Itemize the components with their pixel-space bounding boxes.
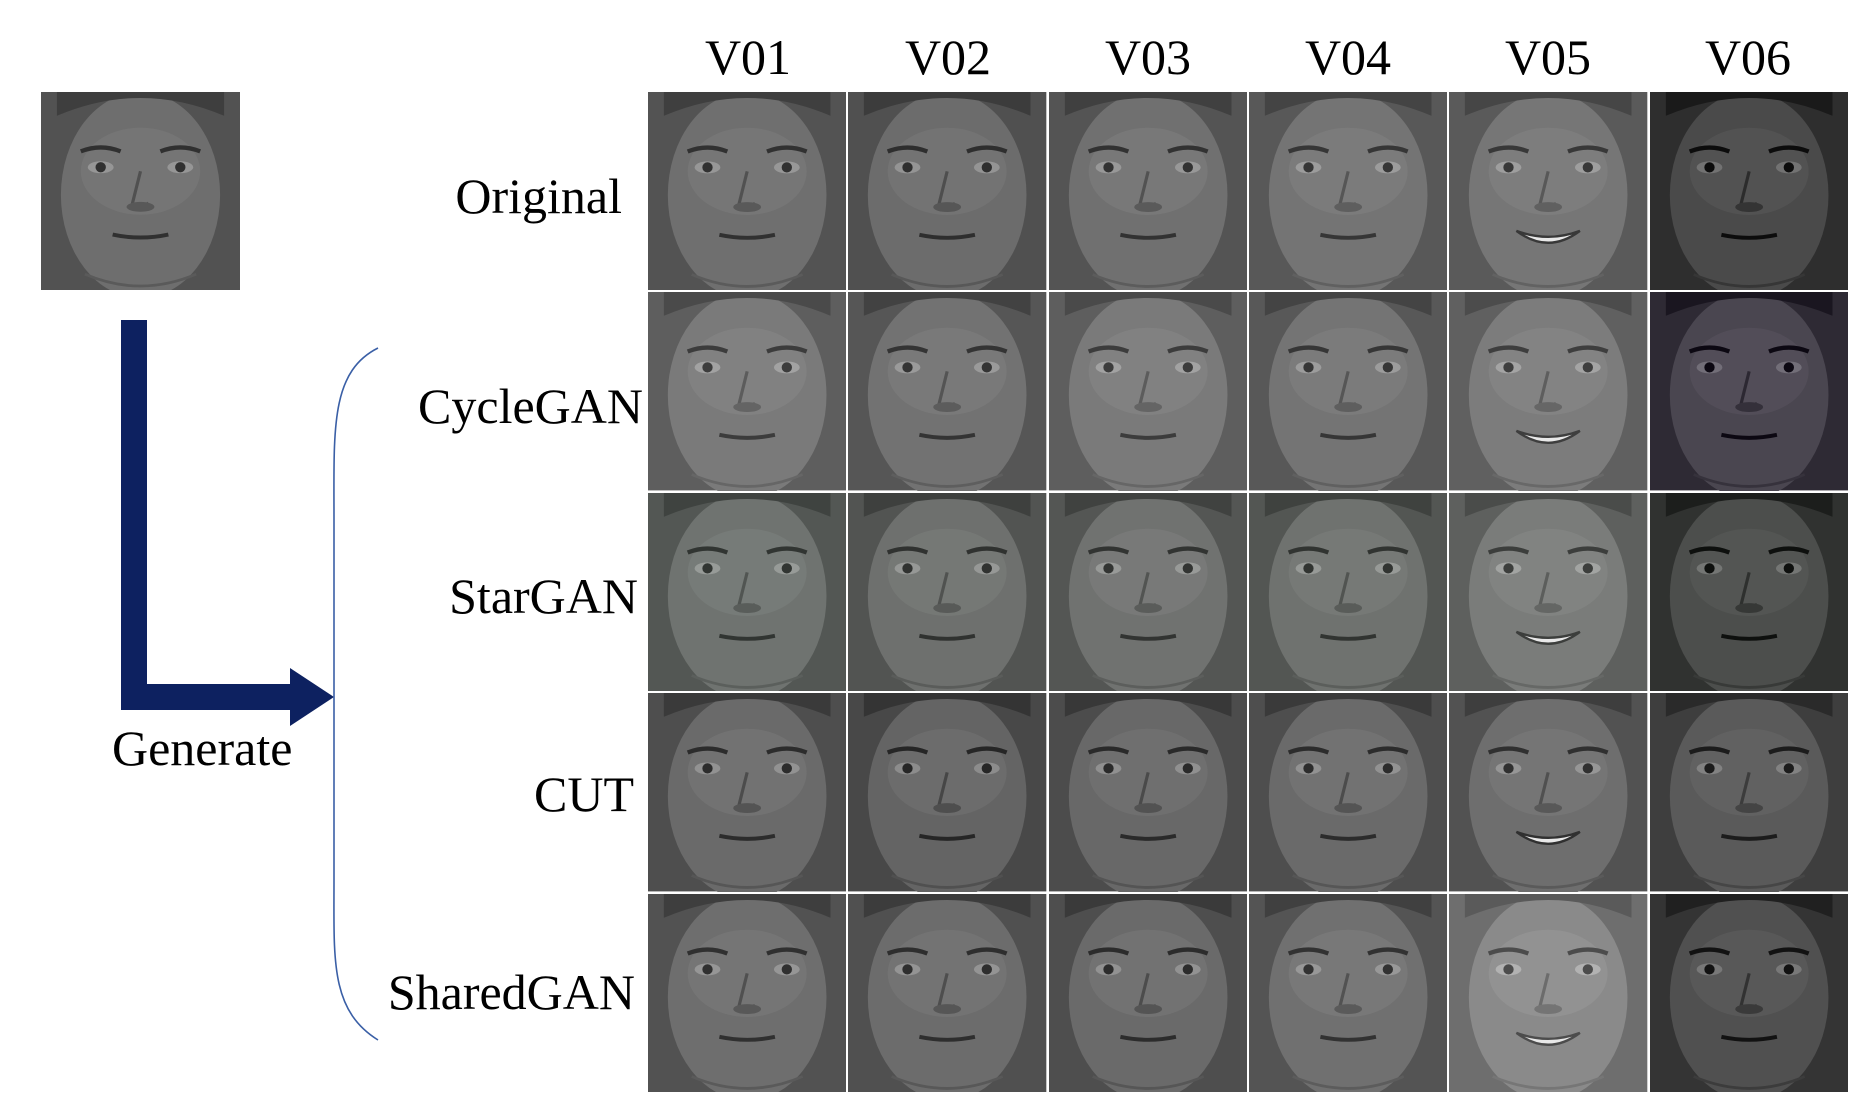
face-image-cut-v06 xyxy=(1649,693,1848,892)
bracket-curve xyxy=(333,347,379,1041)
generate-label: Generate xyxy=(112,720,293,776)
face-image-sharedgan-v03 xyxy=(1048,893,1247,1092)
face-drawing xyxy=(1048,92,1247,291)
face-drawing xyxy=(1449,492,1648,692)
source-face-image xyxy=(41,92,240,290)
row-label-original: Original xyxy=(455,168,622,224)
face-drawing xyxy=(1649,693,1848,892)
row-label-stargan: StarGAN xyxy=(449,568,638,624)
face-drawing xyxy=(848,292,1047,491)
face-image-stargan-v01 xyxy=(648,492,847,692)
face-drawing xyxy=(1449,893,1648,1092)
column-label-v02: V02 xyxy=(904,29,992,85)
column-label-v04: V04 xyxy=(1304,29,1392,85)
column-label-v03: V03 xyxy=(1104,29,1192,85)
face-drawing xyxy=(648,693,847,892)
face-drawing xyxy=(1449,92,1648,291)
face-drawing xyxy=(1048,893,1247,1092)
face-image-sharedgan-v06 xyxy=(1649,893,1848,1092)
face-image-stargan-v06 xyxy=(1649,492,1848,692)
column-label-v06: V06 xyxy=(1704,29,1792,85)
row-label-cyclegan: CycleGAN xyxy=(418,378,643,434)
face-drawing xyxy=(848,92,1047,291)
face-image-original-v06 xyxy=(1649,92,1848,291)
face-image-stargan-v05 xyxy=(1449,492,1648,692)
face-image-cyclegan-v03 xyxy=(1048,292,1247,491)
column-label-v01: V01 xyxy=(704,29,792,85)
face-drawing xyxy=(648,893,847,1092)
face-image-sharedgan-v04 xyxy=(1248,893,1448,1092)
face-drawing xyxy=(848,492,1047,692)
face-drawing xyxy=(1449,693,1648,892)
face-drawing xyxy=(1248,893,1448,1092)
face-image-cyclegan-v06 xyxy=(1649,292,1848,491)
face-drawing xyxy=(1649,92,1848,291)
face-drawing xyxy=(1449,292,1648,491)
face-image-cut-v03 xyxy=(1048,693,1247,892)
face-image-cyclegan-v05 xyxy=(1449,292,1648,491)
face-image-original-v05 xyxy=(1449,92,1648,291)
face-image-original-v03 xyxy=(1048,92,1247,291)
face-image-cut-v01 xyxy=(648,693,847,892)
face-image-original-v02 xyxy=(848,92,1047,291)
face-image-stargan-v03 xyxy=(1048,492,1247,692)
face-drawing xyxy=(1048,693,1247,892)
face-image-sharedgan-v02 xyxy=(848,893,1047,1092)
face-image-sharedgan-v05 xyxy=(1449,893,1648,1092)
face-image-cut-v05 xyxy=(1449,693,1648,892)
face-drawing xyxy=(1048,292,1247,491)
face-drawing xyxy=(1248,492,1448,692)
face-drawing xyxy=(1248,92,1448,291)
face-image-stargan-v02 xyxy=(848,492,1047,692)
face-drawing xyxy=(1649,492,1848,692)
row-label-sharedgan: SharedGAN xyxy=(387,964,635,1020)
face-drawing xyxy=(1649,292,1848,491)
l-shaped-arrow-shaft xyxy=(121,320,294,710)
face-image-stargan-v04 xyxy=(1248,492,1448,692)
face-drawing xyxy=(848,893,1047,1092)
arrow-head-icon xyxy=(290,668,334,726)
source-face-drawing xyxy=(41,92,240,290)
face-drawing xyxy=(648,92,847,291)
face-drawing xyxy=(1248,292,1448,491)
face-drawing xyxy=(648,292,847,491)
face-image-cyclegan-v02 xyxy=(848,292,1047,491)
face-image-cyclegan-v01 xyxy=(648,292,847,491)
face-image-original-v01 xyxy=(648,92,847,291)
face-image-original-v04 xyxy=(1248,92,1448,291)
row-label-cut: CUT xyxy=(534,766,634,822)
face-image-grid xyxy=(648,92,1848,1092)
face-drawing xyxy=(648,492,847,692)
face-image-cyclegan-v04 xyxy=(1248,292,1448,491)
face-image-cut-v04 xyxy=(1248,693,1448,892)
face-image-sharedgan-v01 xyxy=(648,893,847,1092)
face-drawing xyxy=(1649,893,1848,1092)
face-drawing xyxy=(1048,492,1247,692)
face-drawing xyxy=(1248,693,1448,892)
face-image-cut-v02 xyxy=(848,693,1047,892)
column-label-v05: V05 xyxy=(1504,29,1592,85)
face-drawing xyxy=(848,693,1047,892)
